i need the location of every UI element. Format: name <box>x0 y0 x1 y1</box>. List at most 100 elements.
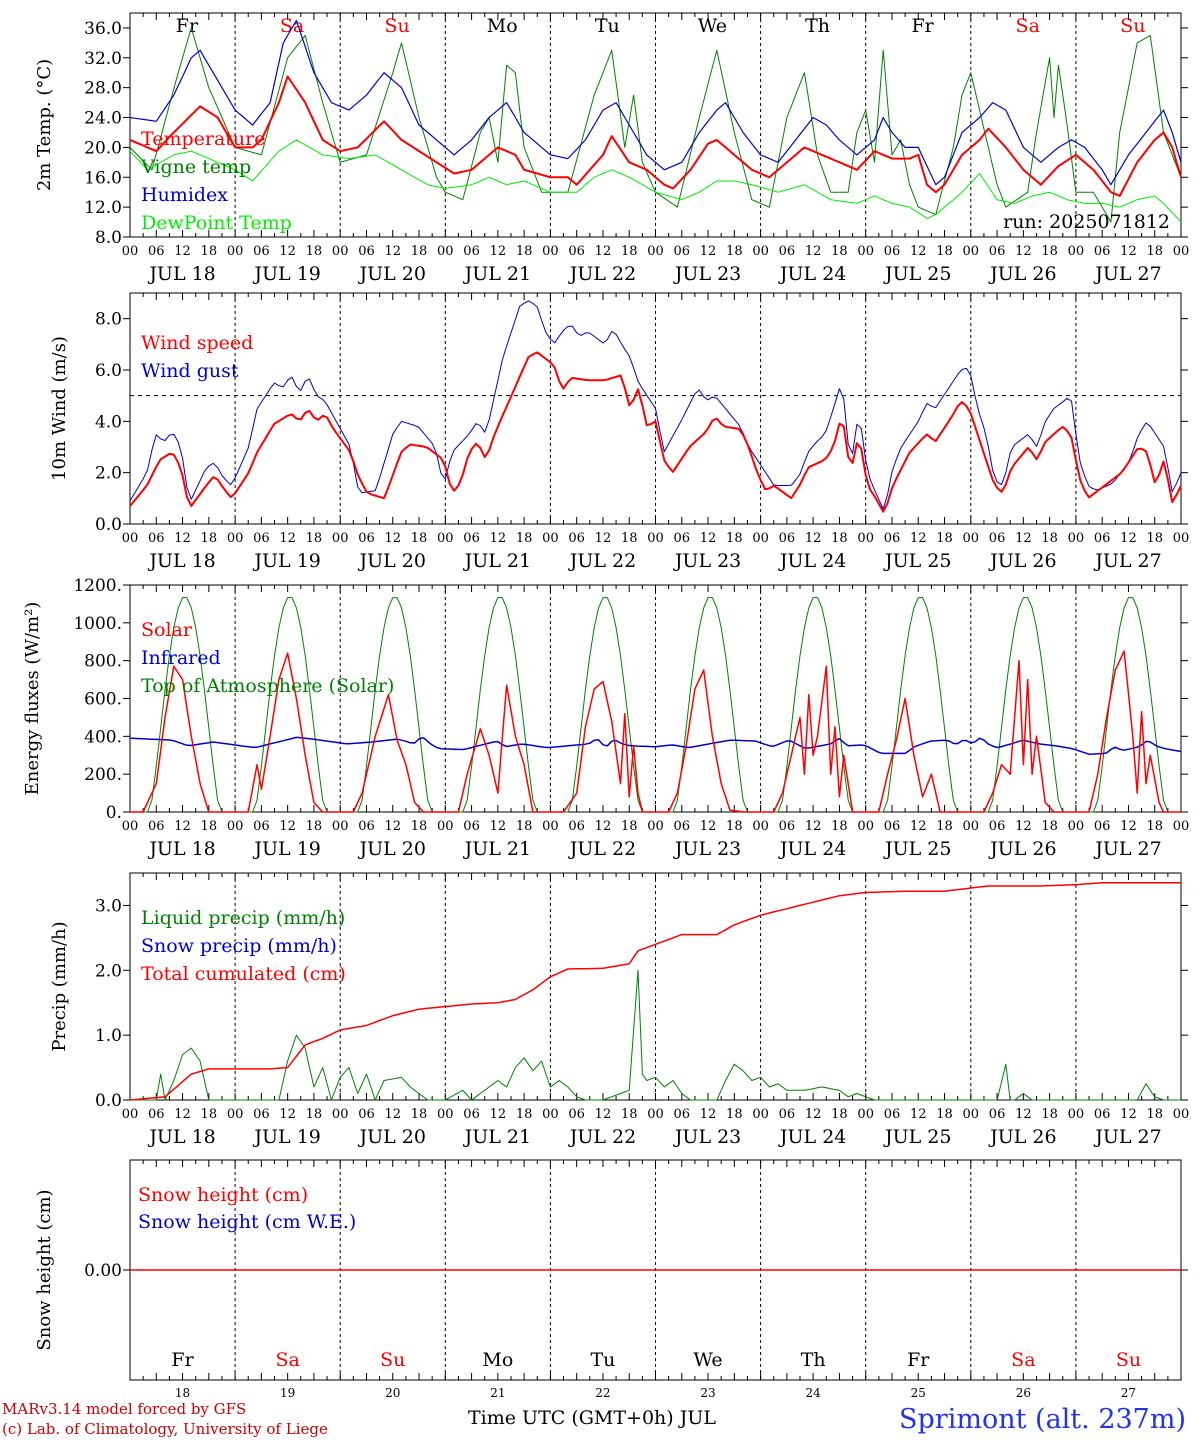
temp-hour-label: 12 <box>595 244 612 259</box>
wind-hour-label: 00 <box>1068 531 1085 546</box>
series-humidex <box>129 19 1182 186</box>
temp-date-label: JUL 27 <box>1093 263 1161 285</box>
precip-hour-label: 06 <box>884 1107 901 1122</box>
precip-legend-item: Liquid precip (mm/h) <box>141 907 345 929</box>
energy-hour-label: 12 <box>595 819 612 834</box>
temp-hour-label: 18 <box>411 244 428 259</box>
precip-date-label: JUL 27 <box>1093 1126 1161 1148</box>
series-wind-speed <box>129 351 1182 513</box>
precip-hour-label: 06 <box>674 1107 691 1122</box>
temp-legend-item: DewPoint Temp <box>141 212 292 234</box>
precip-panel: 0.0 1.0 2.0 3.0 Precip (mm/h) Liquid precip (… <box>49 872 1189 1148</box>
temp-ytick-label: 28.0 <box>84 79 122 99</box>
wind-hour-label: 00 <box>752 531 769 546</box>
snow-weekday-label: Sa <box>275 1349 299 1371</box>
precip-ytick-label: 2.0 <box>95 961 122 981</box>
snow-weekday-label: Fr <box>171 1349 194 1371</box>
precip-hour-label: 12 <box>805 1107 822 1122</box>
wind-hour-label: 12 <box>279 531 296 546</box>
precip-ytick-label: 1.0 <box>95 1026 122 1046</box>
precip-hour-label: 12 <box>1015 1107 1032 1122</box>
temperature-panel: 8.0 12.0 16.0 20.0 24.0 28.0 32.0 36.0 2m Temp. … <box>34 12 1189 285</box>
temp-hour-label: 18 <box>1146 244 1163 259</box>
temp-hour-label: 06 <box>463 244 480 259</box>
wind-hour-label: 18 <box>1041 531 1058 546</box>
wind-hour-label: 00 <box>1173 531 1190 546</box>
energy-date-label: JUL 21 <box>463 838 531 860</box>
wind-hour-label: 06 <box>358 531 375 546</box>
energy-ylabel: Energy fluxes (W/m²) <box>22 602 43 796</box>
wind-date-label: JUL 25 <box>883 550 951 572</box>
energy-hour-label: 12 <box>279 819 296 834</box>
precip-hour-label: 18 <box>936 1107 953 1122</box>
wind-hour-label: 18 <box>516 531 533 546</box>
station-label: Sprimont (alt. 237m) <box>899 1404 1186 1435</box>
wind-legend-item: Wind speed <box>141 332 253 354</box>
energy-hour-label: 06 <box>253 819 270 834</box>
precip-date-label: JUL 19 <box>252 1126 320 1148</box>
wind-hour-label: 18 <box>201 531 218 546</box>
precip-hour-label: 00 <box>227 1107 244 1122</box>
temp-hour-label: 06 <box>1094 244 1111 259</box>
energy-hour-label: 06 <box>358 819 375 834</box>
temp-ylabel: 2m Temp. (°C) <box>34 59 55 191</box>
energy-date-label: JUL 18 <box>147 838 215 860</box>
temp-weekday-label: Sa <box>280 15 304 37</box>
energy-hour-label: 06 <box>674 819 691 834</box>
snow-ylabel: Snow height (cm) <box>34 1189 55 1350</box>
energy-hour-label: 18 <box>936 819 953 834</box>
wind-hour-label: 06 <box>884 531 901 546</box>
snow-weekday-label: Su <box>380 1349 405 1371</box>
precip-hour-label: 06 <box>148 1107 165 1122</box>
energy-date-label: JUL 27 <box>1093 838 1161 860</box>
wind-hour-label: 00 <box>647 531 664 546</box>
wind-hour-label: 00 <box>542 531 559 546</box>
wind-hour-label: 18 <box>936 531 953 546</box>
temp-ytick-label: 16.0 <box>84 168 122 188</box>
wind-hour-label: 18 <box>621 531 638 546</box>
precip-date-label: JUL 24 <box>778 1126 846 1148</box>
temp-hour-label: 12 <box>384 244 401 259</box>
temp-frame <box>129 12 1182 238</box>
precip-hour-label: 06 <box>568 1107 585 1122</box>
energy-hour-label: 06 <box>1094 819 1111 834</box>
wind-hour-label: 06 <box>463 531 480 546</box>
wind-hour-label: 12 <box>805 531 822 546</box>
temp-hour-label: 06 <box>568 244 585 259</box>
precip-hour-label: 00 <box>122 1107 139 1122</box>
temp-hour-label: 18 <box>306 244 323 259</box>
energy-hour-label: 06 <box>148 819 165 834</box>
energy-hour-label: 00 <box>122 819 139 834</box>
precip-hour-label: 12 <box>384 1107 401 1122</box>
precip-hour-label: 00 <box>857 1107 874 1122</box>
temp-hour-label: 00 <box>647 244 664 259</box>
snow-day-number: 27 <box>1121 1386 1136 1400</box>
temp-hour-label: 00 <box>437 244 454 259</box>
series-dewpoint-temp <box>129 139 1182 223</box>
wind-hour-label: 12 <box>1120 531 1137 546</box>
precip-hour-label: 06 <box>779 1107 796 1122</box>
temp-hour-label: 18 <box>201 244 218 259</box>
wind-hour-label: 12 <box>384 531 401 546</box>
precip-hour-label: 18 <box>1146 1107 1163 1122</box>
wind-hour-label: 00 <box>963 531 980 546</box>
series-temperature <box>129 75 1182 197</box>
temp-hour-label: 00 <box>1068 244 1085 259</box>
energy-ytick-label: 600. <box>84 690 122 710</box>
wind-date-label: JUL 18 <box>147 550 215 572</box>
temp-hour-label: 18 <box>621 244 638 259</box>
temp-hour-label: 12 <box>805 244 822 259</box>
snow-day-number: 22 <box>595 1386 610 1400</box>
energy-hour-label: 18 <box>831 819 848 834</box>
precip-hour-label: 18 <box>411 1107 428 1122</box>
temp-hour-label: 18 <box>516 244 533 259</box>
wind-hour-label: 18 <box>831 531 848 546</box>
precip-hour-label: 18 <box>306 1107 323 1122</box>
precip-hour-label: 12 <box>174 1107 191 1122</box>
wind-hour-label: 18 <box>306 531 323 546</box>
energy-hour-label: 06 <box>989 819 1006 834</box>
temp-hour-label: 12 <box>910 244 927 259</box>
temp-weekday-label: Su <box>1120 15 1145 37</box>
temp-legend-item: Temperature <box>141 128 265 150</box>
energy-hour-label: 00 <box>542 819 559 834</box>
